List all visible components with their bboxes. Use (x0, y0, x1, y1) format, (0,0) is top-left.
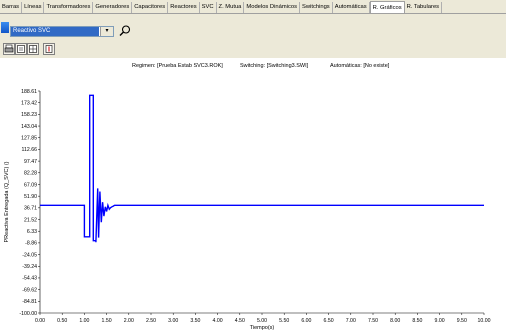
search-icon[interactable] (118, 24, 132, 38)
tab-switchings[interactable]: Switchings (300, 2, 333, 13)
x-tick-label: 9.50 (457, 318, 467, 324)
tab-svc[interactable]: SVC (200, 2, 217, 13)
x-tick-label: 5.50 (279, 318, 289, 324)
x-axis-ticks: 0.00 0.50 1.00 1.50 2.00 2.50 3.00 3.50 4.00 4.50… (35, 313, 491, 324)
y-axis-label: PReactiva Entregada (Q_SVC) () (4, 161, 10, 242)
tab-capacitores[interactable]: Capacitores (132, 2, 169, 13)
header-switching: Switching: [Switching3.SWI] (240, 63, 309, 69)
y-tick-label: 21.52 (24, 217, 37, 223)
y-axis-ticks: 188.61 173.42 158.23 143.04 127.85 112.66 97.4… (19, 89, 40, 317)
tab-bar: Barras Líneas Transformadores Generadores Ca… (0, 0, 506, 14)
y-tick-label: 112.66 (22, 147, 38, 153)
tab-r-tabulares[interactable]: R. Tabulares (405, 2, 443, 13)
y-tick-label: 67.09 (24, 182, 37, 188)
x-tick-label: 4.50 (235, 318, 245, 324)
x-tick-label: 9.00 (435, 318, 445, 324)
y-tick-label: 97.47 (24, 159, 37, 165)
reactive-power-chart: 188.61 173.42 158.23 143.04 127.85 112.66 97.4… (4, 89, 491, 331)
properties-icon[interactable] (43, 43, 55, 55)
y-tick-label: 36.71 (24, 206, 37, 212)
header-regimen: Regimen: [Prueba Estab SVC3.ROK] (132, 63, 223, 69)
copy-icon[interactable] (15, 43, 27, 55)
x-tick-label: 10.00 (478, 318, 491, 324)
tab-modelos-dinámicos[interactable]: Modelos Dinámicos (244, 2, 300, 13)
table-icon[interactable] (27, 43, 39, 55)
y-tick-label: 6.33 (27, 229, 37, 235)
x-tick-label: 1.50 (102, 318, 112, 324)
y-tick-label: -100.00 (19, 311, 37, 317)
x-tick-label: 0.00 (35, 318, 45, 324)
print-icon[interactable] (3, 43, 15, 55)
y-tick-label: 158.23 (21, 112, 37, 118)
y-tick-label: 127.85 (21, 136, 37, 142)
y-tick-label: -8.86 (25, 241, 37, 247)
series-line (40, 94, 484, 243)
x-tick-label: 4.00 (213, 318, 223, 324)
x-tick-label: 2.50 (146, 318, 156, 324)
variable-select[interactable]: Reactivo SVC ▾ (10, 26, 114, 37)
y-tick-label: -24.05 (22, 252, 37, 258)
y-tick-label: -54.43 (22, 276, 37, 282)
x-tick-label: 7.00 (346, 318, 356, 324)
x-tick-label: 1.00 (79, 318, 89, 324)
x-tick-label: 5.00 (257, 318, 267, 324)
chart-area (0, 58, 506, 335)
x-tick-label: 6.50 (324, 318, 334, 324)
tab-barras[interactable]: Barras (0, 2, 23, 13)
chart-toolbar (0, 41, 506, 59)
x-tick-label: 7.50 (368, 318, 378, 324)
tab-líneas[interactable]: Líneas (22, 2, 45, 13)
tab-reactores[interactable]: Reactores (168, 2, 200, 13)
x-tick-label: 8.50 (412, 318, 422, 324)
x-tick-label: 6.00 (301, 318, 311, 324)
header-automaticas: Automáticas: [No existe] (330, 63, 390, 69)
y-tick-label: 143.04 (21, 124, 37, 130)
tab-transformadores[interactable]: Transformadores (44, 2, 94, 13)
x-axis-label: Tiempo(s) (250, 325, 275, 331)
y-tick-label: -69.62 (22, 287, 37, 293)
tab-z-mutua[interactable]: Z. Mutua (217, 2, 245, 13)
y-tick-label: 82.28 (24, 171, 37, 177)
y-tick-label: 188.61 (21, 89, 37, 95)
chevron-down-icon[interactable]: ▾ (100, 27, 113, 36)
tab-automáticas[interactable]: Automáticas (333, 2, 370, 13)
x-tick-label: 0.50 (57, 318, 67, 324)
variable-select-value: Reactivo SVC (11, 27, 99, 36)
y-tick-label: -39.24 (22, 264, 37, 270)
x-tick-label: 2.00 (124, 318, 134, 324)
y-tick-label: 173.42 (21, 100, 37, 106)
x-tick-label: 8.00 (390, 318, 400, 324)
x-tick-label: 3.00 (168, 318, 178, 324)
tab-r-gráficos[interactable]: R. Gráficos (369, 1, 405, 13)
y-tick-label: -84.81 (22, 299, 37, 305)
x-tick-label: 3.50 (190, 318, 200, 324)
selector-marker-icon (1, 22, 9, 33)
y-tick-label: 51.90 (24, 194, 37, 200)
tab-generadores[interactable]: Generadores (93, 2, 133, 13)
